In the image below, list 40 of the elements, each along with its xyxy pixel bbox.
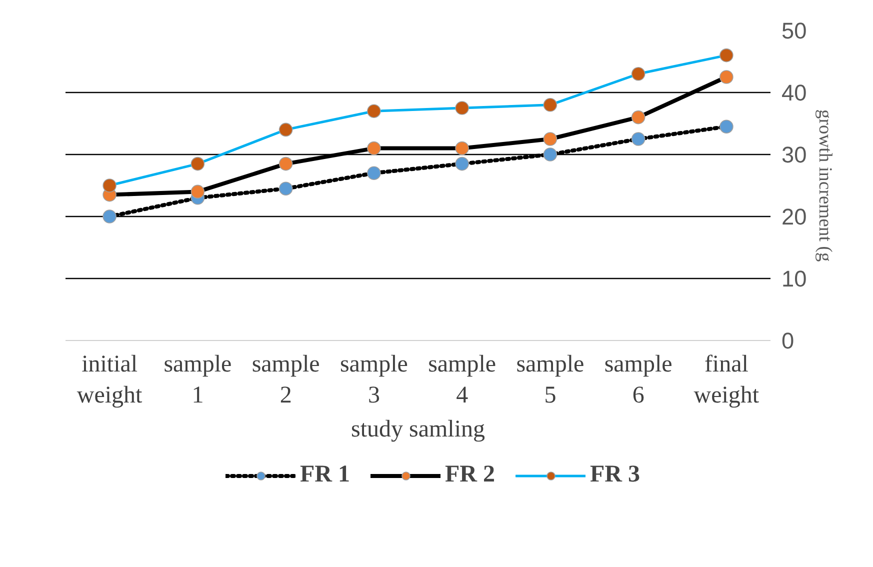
- point: [720, 70, 734, 84]
- x-tick-label: sample 6: [604, 352, 672, 409]
- point: [720, 48, 734, 62]
- point: [720, 120, 734, 134]
- y-axis-title: growth increment (g: [814, 109, 836, 262]
- point: [631, 110, 646, 124]
- y-tick-label: 50: [782, 18, 807, 44]
- point: [190, 156, 205, 171]
- point: [631, 67, 646, 81]
- legend-label: FR 1: [300, 462, 350, 488]
- legend-label: FR 2: [445, 462, 495, 488]
- x-tick-label: initial weight: [76, 352, 143, 409]
- point: [367, 166, 381, 180]
- y-tick-label: 40: [782, 80, 807, 106]
- point: [455, 101, 469, 115]
- y-tick-label: 20: [782, 204, 807, 230]
- legend-label: FR 3: [590, 462, 640, 488]
- x-tick-label: sample 5: [516, 352, 584, 409]
- point: [102, 178, 116, 192]
- y-tick-label: 30: [782, 142, 807, 168]
- x-axis-title: study samling: [351, 416, 486, 443]
- point: [278, 182, 293, 196]
- point: [278, 122, 293, 137]
- x-tick-label: final weight: [694, 352, 760, 409]
- point: [190, 184, 205, 199]
- x-tick-label: sample 2: [252, 352, 320, 409]
- point: [543, 132, 558, 146]
- point: [455, 141, 469, 156]
- point: [367, 141, 381, 156]
- point: [102, 210, 116, 224]
- point: [367, 104, 381, 118]
- point: [543, 148, 558, 162]
- point: [631, 132, 646, 146]
- y-tick-label: 0: [782, 328, 794, 354]
- point: [278, 156, 293, 171]
- point: [543, 98, 558, 112]
- point: [455, 156, 469, 171]
- y-tick-label: 10: [782, 266, 807, 292]
- x-tick-label: sample 4: [428, 352, 496, 409]
- x-tick-label: sample 1: [164, 352, 232, 409]
